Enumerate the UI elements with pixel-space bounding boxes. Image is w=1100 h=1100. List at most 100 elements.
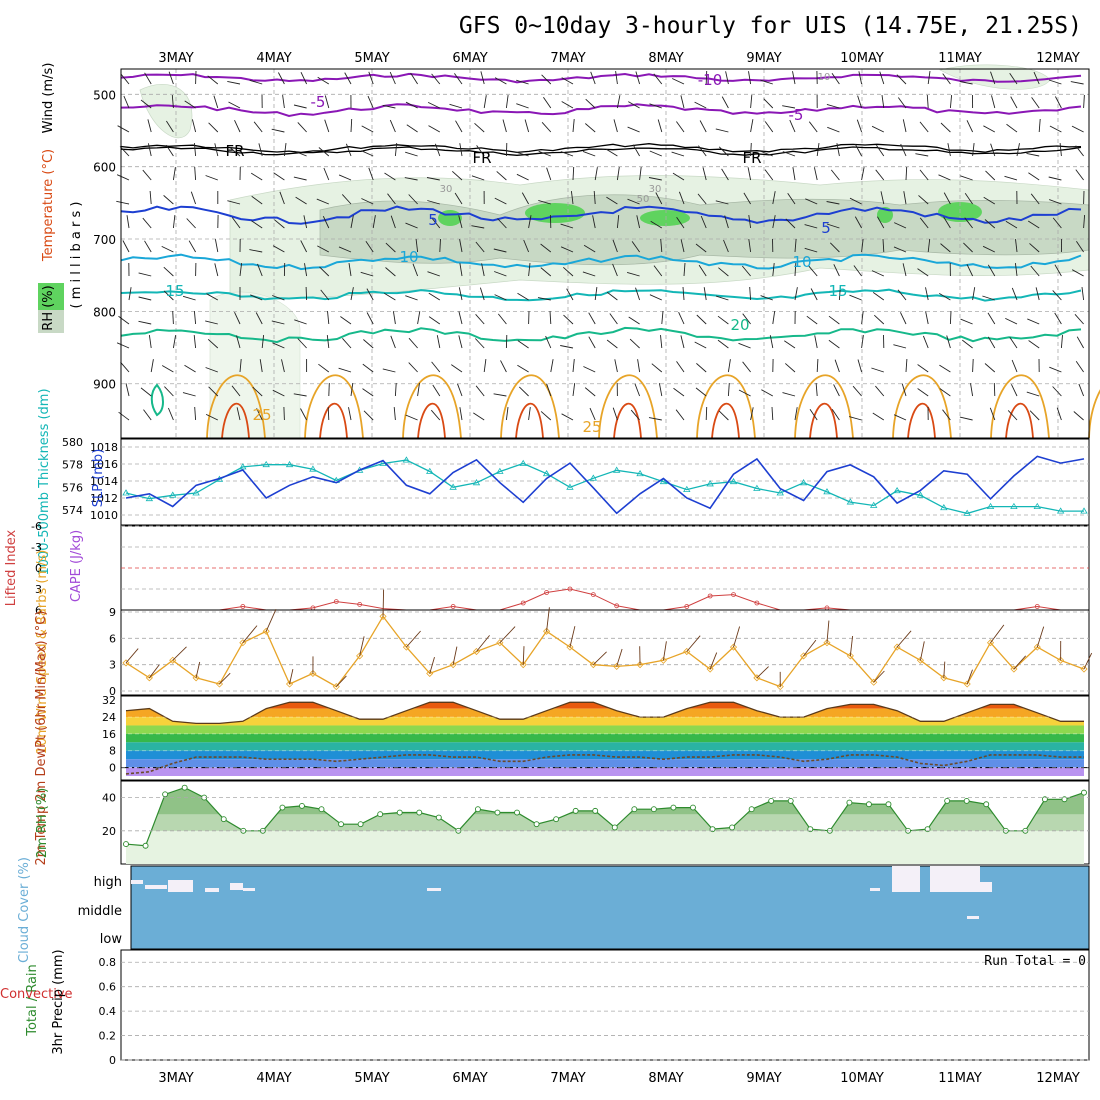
wind-barb [1031, 97, 1040, 109]
wind-barb [278, 72, 285, 85]
wind-barb [404, 177, 418, 181]
li-marker [707, 593, 713, 599]
wind-barb [902, 119, 907, 133]
contour-label: FR [225, 142, 244, 160]
wind-barb [193, 311, 197, 325]
wind-barb [389, 119, 396, 133]
wind-barb [964, 217, 973, 229]
surface-wind-barb [265, 609, 277, 632]
rh-marker [709, 826, 716, 833]
date-label-bottom: 5MAY [354, 1071, 389, 1086]
thickness-marker [122, 489, 130, 496]
wind-barb [249, 79, 263, 85]
wind-barb [372, 215, 376, 229]
wind-barb [949, 310, 952, 325]
wind-barb [119, 146, 130, 157]
wind-barb [528, 215, 532, 229]
wind-barb [549, 310, 552, 325]
profile-ytick: 800 [93, 305, 116, 319]
wind-barb [300, 240, 308, 253]
wind-speed-marker [472, 647, 481, 656]
wind-barb [593, 190, 596, 205]
contour-label: 10 [399, 248, 418, 266]
wind-barb [562, 266, 574, 277]
wind-barb [528, 263, 531, 277]
wind-barb [360, 271, 374, 277]
thickness-panel [120, 438, 1090, 526]
rh-marker [1081, 789, 1087, 796]
wind-barb [394, 382, 397, 397]
wind-barb [392, 311, 396, 325]
wind-barb [366, 312, 374, 325]
wind-barb [572, 166, 575, 181]
thickness-ytick: 574 [62, 504, 83, 517]
wind-barb [771, 406, 774, 421]
wind-barb [439, 238, 441, 253]
wind-barb [721, 168, 729, 181]
wind-barb [250, 172, 263, 181]
wind-barb [408, 362, 418, 373]
wind-barb [972, 287, 976, 301]
wind-barb [128, 287, 132, 301]
wind-barb [304, 263, 308, 277]
wind-barb [528, 407, 531, 421]
temp-band [126, 767, 1084, 776]
contour-label: FR [472, 149, 491, 167]
wind-barb [963, 242, 973, 253]
wind-barb [147, 119, 152, 133]
wind-speed-marker [940, 674, 948, 682]
wind-barb [505, 95, 509, 109]
rh-marker [631, 806, 638, 813]
wind-barb [849, 197, 862, 205]
temp-band [126, 742, 1084, 751]
wind-barb [749, 286, 752, 301]
thickness-marker [776, 489, 784, 496]
wind-barb [727, 359, 731, 373]
wind-barb [816, 358, 819, 373]
wind-barb [785, 363, 796, 373]
wind-barb [594, 167, 598, 181]
wind-barb [987, 264, 996, 277]
wind-barb [702, 167, 707, 181]
wind-barb [182, 392, 196, 397]
wind-barb [761, 389, 774, 397]
li-marker [544, 590, 549, 595]
wind-barb [214, 143, 219, 157]
cloud-gap [870, 888, 880, 891]
wind-barb [833, 384, 840, 397]
wind-barb [606, 148, 618, 157]
contour-label: 10 [792, 253, 811, 271]
li-marker [567, 586, 573, 592]
cloud-gap [168, 880, 193, 892]
wind-barb [792, 71, 796, 85]
wind-barb [615, 71, 618, 85]
wind-barb [236, 335, 241, 349]
wind-barb [1009, 72, 1018, 85]
wind-barb [546, 383, 552, 397]
wind-barb [318, 147, 330, 157]
ylabel-lifted-index: Lifted Index [4, 529, 19, 606]
wind-barb [405, 414, 418, 421]
date-label-bottom: 8MAY [648, 1071, 683, 1086]
wind-barb [516, 79, 529, 85]
wind-barb [1049, 366, 1062, 373]
wind-barb [560, 345, 574, 349]
wind-barb [305, 286, 308, 301]
wind-barb [572, 119, 575, 133]
thickness-marker [542, 469, 551, 477]
rh-marker [650, 806, 657, 813]
date-label-bottom: 4MAY [256, 1071, 291, 1086]
thickness-marker [496, 467, 504, 474]
wind-barb [303, 215, 308, 229]
wind-barb [1070, 81, 1084, 85]
wind-barb [227, 80, 241, 85]
wind-barb [459, 407, 463, 421]
wind-barb [1016, 143, 1020, 157]
wind-barb [150, 359, 154, 373]
wind-barb [361, 150, 374, 157]
wind-barb [760, 295, 773, 301]
wind-barb [861, 167, 865, 181]
wind-barb [1038, 118, 1041, 133]
contour-15 [120, 288, 1082, 302]
